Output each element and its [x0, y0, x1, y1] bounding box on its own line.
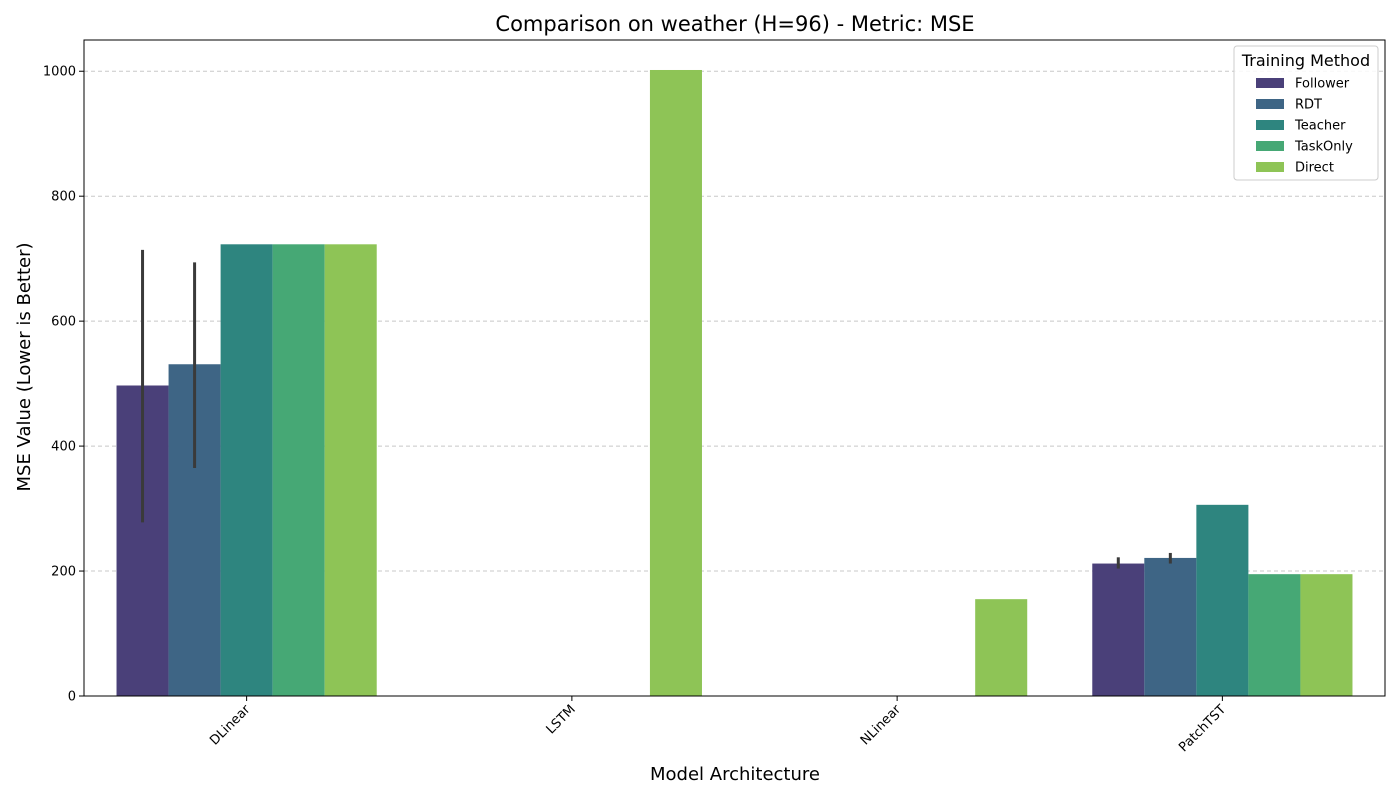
x-axis-label: Model Architecture: [650, 764, 820, 785]
bar-teacher-patchtst: [1196, 504, 1249, 696]
y-axis: 0 200 400 600 800 1000: [43, 65, 84, 705]
legend-item-follower: Follower: [1295, 77, 1350, 92]
bar-direct-nlinear: [975, 599, 1028, 696]
legend-title: Training Method: [1241, 51, 1370, 70]
legend-item-direct: Direct: [1295, 161, 1334, 176]
bar-taskonly-dlinear: [272, 244, 325, 696]
legend-swatch-direct: [1256, 162, 1284, 172]
legend-swatch-taskonly: [1256, 141, 1284, 151]
legend-swatch-rdt: [1256, 99, 1284, 109]
bar-direct-patchtst: [1300, 574, 1353, 696]
legend-item-taskonly: TaskOnly: [1294, 140, 1353, 155]
y-tick-label: 800: [51, 190, 76, 205]
legend: Training Method Follower RDT Teacher TaskOnl…: [1233, 45, 1379, 181]
y-tick-label: 1000: [43, 65, 76, 80]
bar-direct-lstm: [649, 69, 702, 696]
y-tick-label: 200: [51, 565, 76, 580]
chart-title: Comparison on weather (H=96) - Metric: M…: [495, 12, 974, 36]
bar-follower-patchtst: [1092, 563, 1145, 696]
legend-item-teacher: Teacher: [1294, 119, 1346, 134]
bar-rdt-patchtst: [1144, 557, 1197, 696]
bar-direct-dlinear: [324, 244, 377, 696]
bar-taskonly-patchtst: [1248, 574, 1301, 696]
x-tick-label: DLinear: [207, 702, 254, 749]
y-tick-label: 600: [51, 315, 76, 330]
x-tick-label: LSTM: [544, 702, 579, 737]
x-tick-label: NLinear: [858, 702, 905, 749]
bar-teacher-dlinear: [220, 244, 273, 696]
x-tick-label: PatchTST: [1176, 702, 1229, 755]
y-axis-label: MSE Value (Lower is Better): [14, 242, 35, 491]
legend-swatch-teacher: [1256, 120, 1284, 130]
error-bars-layer: [141, 249, 1172, 569]
y-tick-label: 400: [51, 440, 76, 455]
bars-layer: [116, 69, 1353, 696]
legend-swatch-follower: [1256, 78, 1284, 88]
plot-frame: [83, 39, 1386, 697]
legend-item-rdt: RDT: [1295, 98, 1322, 113]
x-axis: DLinear LSTM NLinear PatchTST: [207, 696, 1229, 755]
y-tick-label: 0: [68, 690, 76, 705]
